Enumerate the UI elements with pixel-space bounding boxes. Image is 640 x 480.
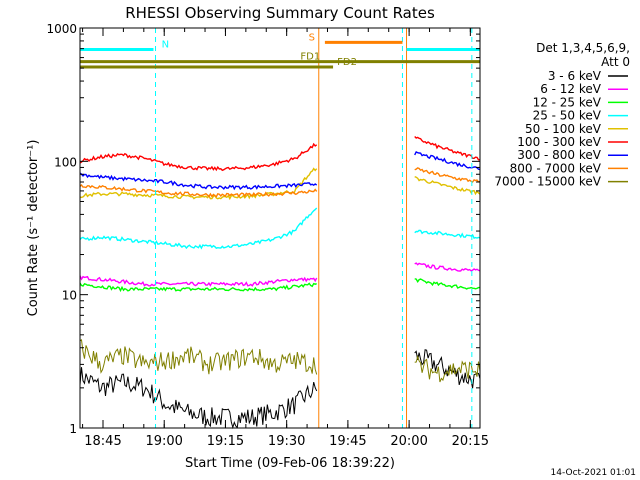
- annotation-label-s: S: [309, 32, 315, 43]
- annotation-label-n: N: [162, 39, 169, 50]
- legend-label-800-7000-kev: 800 - 7000 keV: [510, 161, 602, 175]
- legend-label-6-12-kev: 6 - 12 keV: [540, 82, 602, 96]
- x-tick-label: 19:45: [329, 434, 366, 449]
- series-25-50-kev-segment-0: [79, 207, 318, 250]
- series-800-7000-kev-segment-1: [414, 167, 481, 183]
- series-300-800-kev-segment-0: [79, 172, 318, 191]
- annotation-label-fd1: FD1: [300, 52, 320, 63]
- legend-label-25-50-kev: 25 - 50 keV: [533, 109, 602, 123]
- chart-title: RHESSI Observing Summary Count Rates: [125, 4, 435, 22]
- data-traces: [79, 136, 481, 430]
- y-tick-label: 1: [69, 422, 77, 436]
- series-50-100-kev-segment-1: [414, 176, 481, 196]
- legend-label-100-300-kev: 100 - 300 keV: [517, 135, 601, 149]
- y-axis-label: Count Rate (s⁻¹ detector⁻¹): [26, 140, 41, 317]
- legend-label-3-6-kev: 3 - 6 keV: [548, 69, 602, 83]
- x-tick-label: 18:45: [84, 434, 121, 449]
- series-25-50-kev-segment-1: [414, 229, 481, 239]
- y-tick-label: 1000: [46, 22, 77, 36]
- plot-frame: [79, 27, 481, 429]
- series-7000-15000-kev-segment-0: [79, 339, 318, 375]
- series-6-12-kev-segment-0: [79, 275, 318, 287]
- legend-label-7000-15000-kev: 7000 - 15000 keV: [494, 175, 601, 189]
- series-6-12-kev-segment-1: [414, 262, 481, 272]
- series-800-7000-kev-segment-0: [79, 183, 318, 198]
- x-tick-label: 19:30: [268, 434, 305, 449]
- x-tick-label: 20:15: [452, 434, 489, 449]
- title-text: RHESSI Observing Summary Count Rates: [125, 4, 435, 22]
- series-12-25-kev-segment-0: [79, 282, 317, 293]
- series-3-6-kev-segment-1: [414, 349, 481, 389]
- series-100-300-kev-segment-0: [79, 142, 318, 172]
- series-100-300-kev-segment-1: [414, 136, 480, 161]
- annotation-label-fd2: FD2: [337, 57, 357, 68]
- y-tick-label: 10: [62, 289, 77, 303]
- x-tick-label: 19:00: [145, 434, 182, 449]
- series-3-6-kev-segment-0: [79, 367, 318, 430]
- legend-label-50-100-kev: 50 - 100 keV: [525, 122, 602, 136]
- series-12-25-kev-segment-1: [414, 278, 480, 290]
- series-300-800-kev-segment-1: [414, 150, 481, 171]
- axis-ticks: 1 10 100 1000 18:45 19:00 19:15 19:30 19:45 20:00…: [46, 22, 489, 449]
- legend-label-12-25-kev: 12 - 25 keV: [533, 95, 602, 109]
- annotations: N S FD1 FD2: [80, 32, 480, 69]
- legend-header-line2: Att 0: [601, 55, 630, 69]
- x-tick-label: 19:15: [207, 434, 244, 449]
- series-7000-15000-kev-segment-1: [414, 354, 481, 383]
- legend-label-300-800-kev: 300 - 800 keV: [517, 148, 601, 162]
- y-tick-label: 100: [54, 155, 77, 169]
- footer-date: 14-Oct-2021 01:01: [551, 468, 636, 478]
- legend-header-line1: Det 1,3,4,5,6,9,: [536, 41, 630, 55]
- x-tick-label: 20:00: [390, 434, 427, 449]
- x-axis-label: Start Time (09-Feb-06 18:39:22): [185, 456, 395, 471]
